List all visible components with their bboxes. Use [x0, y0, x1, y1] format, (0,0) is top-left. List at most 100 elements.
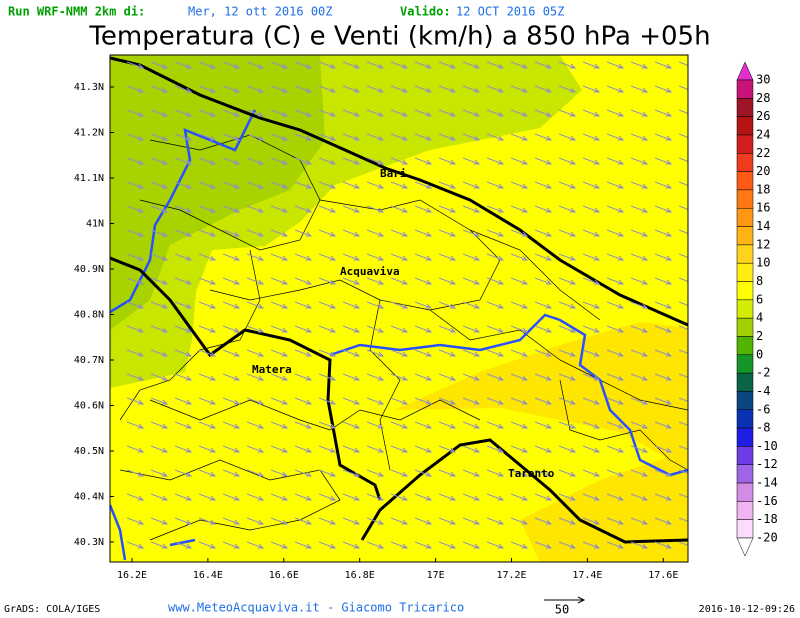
wind-arrow	[654, 493, 673, 501]
wind-arrow	[174, 301, 193, 309]
wind-arrow	[678, 325, 688, 330]
wind-arrow	[126, 133, 145, 141]
wind-arrow	[438, 229, 457, 237]
wind-arrow	[654, 301, 673, 309]
wind-arrow	[534, 325, 553, 333]
wind-arrow	[174, 421, 193, 429]
wind-arrow	[462, 325, 481, 333]
wind-arrow	[246, 301, 265, 309]
wind-arrow	[582, 133, 601, 141]
wind-arrow	[174, 397, 193, 405]
wind-arrow	[558, 205, 577, 213]
wind-arrow	[486, 397, 505, 405]
wind-arrow	[510, 157, 529, 165]
wind-arrow	[246, 517, 265, 525]
wind-arrow	[558, 373, 577, 381]
wind-arrow	[438, 445, 457, 453]
wind-arrow	[510, 541, 529, 549]
wind-arrow	[174, 349, 193, 357]
wind-arrow	[246, 445, 265, 453]
wind-arrow	[390, 541, 409, 549]
wind-arrow	[294, 541, 313, 549]
wind-arrow	[366, 133, 385, 141]
wind-arrow	[174, 445, 193, 453]
wind-arrow	[438, 325, 457, 333]
grads-credit: GrADS: COLA/IGES	[4, 604, 100, 615]
wind-arrow	[342, 517, 361, 525]
wind-arrow	[654, 85, 673, 93]
wind-arrow	[462, 181, 481, 189]
wind-arrow	[462, 421, 481, 429]
wind-arrow	[510, 109, 529, 117]
wind-arrow	[678, 421, 688, 426]
wind-arrow	[678, 493, 688, 498]
wind-arrow	[486, 229, 505, 237]
wind-arrow	[270, 373, 289, 381]
wind-arrow	[510, 397, 529, 405]
wind-arrow	[366, 85, 385, 93]
place-labels: Bari Acquaviva Matera Taranto	[252, 167, 555, 480]
colorbar-label: 0	[756, 347, 763, 361]
wind-arrow	[558, 133, 577, 141]
wind-arrow	[222, 541, 241, 549]
wind-arrow	[270, 325, 289, 333]
wind-arrow	[510, 421, 529, 429]
wind-arrow	[510, 493, 529, 501]
wind-arrow	[438, 277, 457, 285]
rivers	[110, 109, 688, 561]
wind-arrow	[366, 325, 385, 333]
wind-arrow	[150, 373, 169, 381]
wind-arrow	[390, 157, 409, 165]
colorbar-segment	[736, 354, 754, 374]
wind-arrow	[222, 469, 241, 477]
colorbar-label: 6	[756, 292, 763, 306]
wind-arrow	[390, 421, 409, 429]
wind-arrow	[294, 445, 313, 453]
wind-arrow	[126, 349, 145, 357]
wind-arrow	[222, 253, 241, 261]
colorbar-label: -4	[756, 384, 770, 398]
wind-arrow	[438, 85, 457, 93]
wind-arrow	[486, 349, 505, 357]
wind-arrow	[342, 253, 361, 261]
wind-arrow	[654, 541, 673, 549]
wind-arrow	[342, 301, 361, 309]
place-label: Acquaviva	[340, 265, 400, 278]
wind-arrow	[150, 397, 169, 405]
wind-arrow	[222, 109, 241, 117]
wind-arrow	[342, 181, 361, 189]
colorbar-segment	[736, 153, 754, 172]
wind-arrow	[126, 253, 145, 261]
wind-arrow	[486, 205, 505, 213]
wind-arrow	[126, 493, 145, 501]
wind-arrow	[462, 397, 481, 405]
wind-arrow	[270, 421, 289, 429]
wind-arrow	[654, 205, 673, 213]
wind-arrow	[678, 541, 688, 546]
wind-arrow	[174, 493, 193, 501]
colorbar-segment	[736, 446, 754, 465]
place-label: Bari	[380, 167, 407, 180]
wind-arrow	[654, 133, 673, 141]
wind-arrow	[654, 157, 673, 165]
wind-arrow	[534, 445, 553, 453]
wind-arrow	[630, 397, 649, 405]
colorbar-segment	[736, 372, 754, 392]
wind-arrow	[414, 493, 433, 501]
wind-arrow	[318, 157, 337, 165]
wind-arrow	[126, 421, 145, 429]
latitude-label: 40.6N	[74, 401, 104, 412]
wind-arrow	[606, 157, 625, 165]
warm-area	[520, 450, 688, 562]
wind-arrow	[390, 133, 409, 141]
colorbar-segment	[736, 482, 754, 502]
wind-arrow	[486, 133, 505, 141]
wind-arrow	[558, 541, 577, 549]
wind-arrow	[294, 277, 313, 285]
wind-arrow	[150, 277, 169, 285]
wind-arrow	[630, 181, 649, 189]
wind-arrow	[486, 85, 505, 93]
wind-arrow	[606, 301, 625, 309]
valid-label: Valido:	[400, 5, 451, 19]
colorbar-segment	[736, 189, 754, 209]
